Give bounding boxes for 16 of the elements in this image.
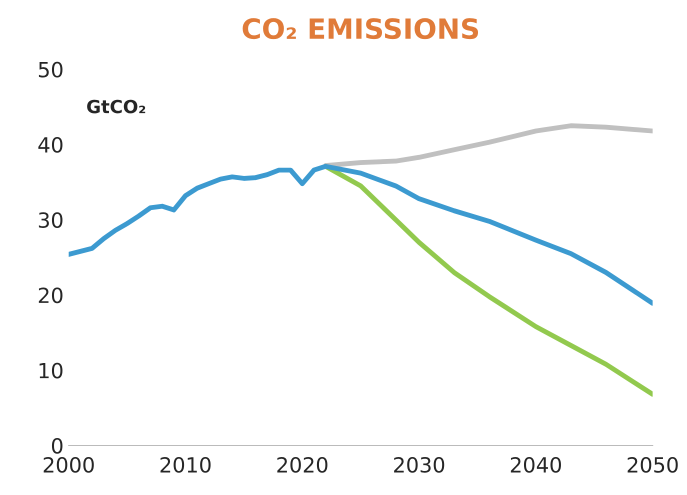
y-tick-label: 30 <box>38 212 62 228</box>
x-tick-label: 2050 <box>628 456 678 473</box>
y-tick-label: 40 <box>38 136 62 153</box>
x-tick-label: 2010 <box>160 456 211 473</box>
y-tick-label: 0 <box>52 438 62 454</box>
chart-title: CO₂ EMISSIONS <box>242 18 478 40</box>
y-tick-label: 50 <box>38 62 62 78</box>
x-tick-label: 2030 <box>394 456 444 473</box>
y-tick-label: 10 <box>40 362 62 378</box>
x-tick-label: 2020 <box>277 456 328 473</box>
line-series <box>323 123 653 168</box>
annotation: GtCO₂ <box>87 100 146 114</box>
x-tick-label: 2000 <box>44 456 94 473</box>
line-series <box>68 164 653 306</box>
x-tick-label: 2040 <box>510 456 561 473</box>
y-tick-label: 20 <box>38 287 62 304</box>
